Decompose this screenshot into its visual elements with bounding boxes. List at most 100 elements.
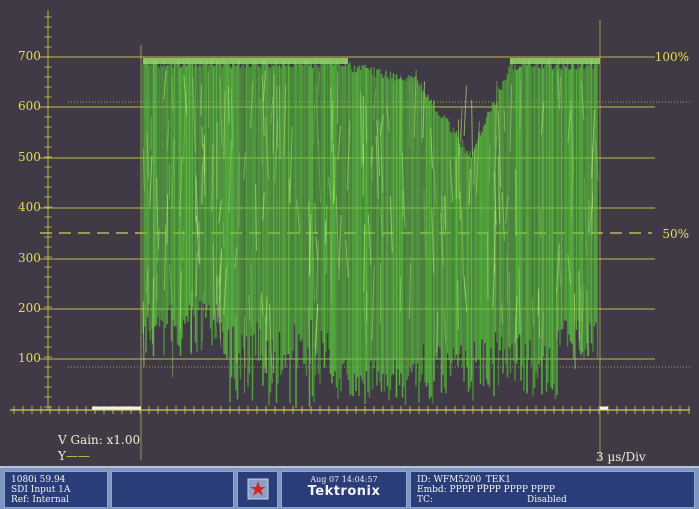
waveform-highlight bbox=[413, 70, 417, 138]
waveform-highlight bbox=[248, 294, 251, 321]
waveform-highlight bbox=[440, 213, 444, 266]
waveform-highlight bbox=[315, 84, 319, 145]
waveform-highlight bbox=[567, 254, 572, 286]
sdi-input: SDI Input 1A bbox=[11, 485, 71, 495]
waveform-highlight bbox=[375, 135, 379, 199]
waveform-highlight bbox=[573, 293, 576, 369]
waveform-highlight bbox=[142, 148, 145, 192]
waveform-highlight bbox=[222, 222, 225, 249]
waveform-highlight bbox=[363, 224, 366, 293]
waveform-highlight bbox=[493, 172, 497, 226]
waveform-highlight bbox=[288, 178, 291, 204]
waveform-highlight bbox=[537, 288, 540, 316]
waveform-highlight bbox=[179, 270, 182, 330]
waveform-highlight bbox=[431, 209, 435, 274]
waveform-highlight bbox=[493, 209, 496, 274]
waveform-highlight bbox=[308, 201, 311, 275]
waveform-highlight bbox=[262, 191, 265, 221]
waveform-highlight bbox=[317, 71, 321, 95]
waveform-highlight bbox=[307, 306, 311, 364]
waveform-highlight bbox=[441, 196, 445, 236]
waveform-highlight bbox=[182, 231, 184, 261]
tektronix-logo: Tektronix bbox=[307, 484, 381, 499]
waveform-highlight bbox=[270, 96, 274, 125]
waveform-highlight bbox=[289, 126, 293, 203]
waveform-highlight bbox=[259, 296, 262, 361]
waveform-highlight bbox=[337, 125, 341, 161]
waveform-highlight bbox=[265, 316, 268, 374]
waveform-highlight bbox=[595, 141, 599, 182]
waveform-highlight bbox=[389, 195, 393, 253]
waveform-highlight bbox=[461, 209, 464, 276]
timecode-label: TC: bbox=[417, 495, 433, 505]
waveform-highlight bbox=[463, 277, 468, 313]
percent-50-label: 50% bbox=[662, 227, 689, 241]
date-time: Aug 07 14:04:57 bbox=[310, 475, 378, 484]
waveform-highlight bbox=[531, 297, 535, 326]
waveform-highlight bbox=[367, 214, 372, 265]
waveform-highlight bbox=[463, 85, 467, 136]
waveform-top-band bbox=[143, 58, 348, 64]
waveform-highlight bbox=[142, 301, 145, 367]
y-label-400: 400 bbox=[18, 200, 41, 214]
waveform-highlight bbox=[250, 82, 254, 129]
y-label-700: 700 bbox=[18, 49, 41, 63]
waveform-highlight bbox=[200, 163, 204, 205]
waveform-highlight bbox=[265, 116, 269, 180]
waveform-highlight bbox=[230, 88, 234, 149]
waveform-highlight bbox=[325, 204, 328, 275]
waveform-highlight bbox=[443, 309, 447, 343]
waveform-highlight bbox=[488, 143, 491, 183]
waveform-highlight bbox=[314, 304, 319, 357]
waveform-highlight bbox=[379, 114, 384, 136]
waveform-highlight bbox=[255, 183, 257, 251]
waveform-highlight bbox=[556, 243, 560, 293]
waveform-highlight bbox=[223, 90, 226, 159]
waveform-highlight bbox=[171, 138, 175, 209]
waveform-highlight bbox=[193, 156, 196, 182]
waveform-highlight bbox=[430, 128, 433, 169]
waveform-highlight bbox=[243, 152, 246, 180]
input-status-panel: 1080i 59.94 SDI Input 1A Ref: Internal bbox=[4, 471, 108, 508]
waveform-highlight bbox=[156, 177, 159, 250]
waveform-highlight bbox=[497, 156, 500, 198]
y-label-300: 300 bbox=[18, 251, 41, 265]
waveform-highlight bbox=[509, 84, 513, 152]
waveform-highlight bbox=[261, 74, 265, 137]
waveform-highlight bbox=[192, 77, 196, 153]
waveform-highlight bbox=[514, 295, 518, 344]
waveform-highlight bbox=[316, 240, 319, 300]
waveform-highlight bbox=[182, 92, 187, 164]
waveform-highlight bbox=[475, 121, 480, 195]
alarm-panel[interactable] bbox=[237, 471, 278, 508]
waveform-highlight bbox=[463, 275, 467, 298]
waveform-highlight bbox=[331, 100, 334, 153]
waveform-highlight bbox=[166, 120, 170, 151]
waveform-highlight bbox=[570, 169, 574, 217]
waveform-highlight bbox=[444, 195, 446, 231]
waveform-highlight bbox=[195, 251, 198, 297]
waveform-highlight bbox=[330, 87, 333, 143]
waveform-highlight bbox=[501, 302, 504, 324]
waveform-highlight bbox=[376, 120, 381, 176]
waveform-highlight bbox=[211, 143, 214, 212]
waveform-highlight bbox=[458, 107, 463, 157]
embedded-audio: Embd: PPPP PPPP PPPP PPPP bbox=[417, 485, 555, 495]
waveform-highlight bbox=[399, 75, 402, 156]
waveform-highlight bbox=[373, 89, 377, 121]
waveform-highlight bbox=[449, 159, 454, 203]
waveform-highlight bbox=[262, 70, 266, 101]
waveform-highlight bbox=[274, 121, 278, 183]
waveform-highlight bbox=[151, 277, 155, 344]
waveform-highlight bbox=[567, 110, 571, 143]
waveform-highlight bbox=[540, 102, 545, 135]
waveform-highlight bbox=[570, 100, 574, 173]
waveform-highlight bbox=[433, 169, 437, 205]
waveform-highlight bbox=[587, 199, 590, 233]
waveform-highlight bbox=[166, 194, 169, 245]
waveform-highlight bbox=[457, 280, 459, 330]
waveform-highlight bbox=[327, 176, 332, 199]
waveform-highlight bbox=[380, 209, 384, 238]
v-gain-readout: V Gain: x1.00 bbox=[58, 433, 141, 447]
waveform-highlight bbox=[272, 74, 275, 154]
